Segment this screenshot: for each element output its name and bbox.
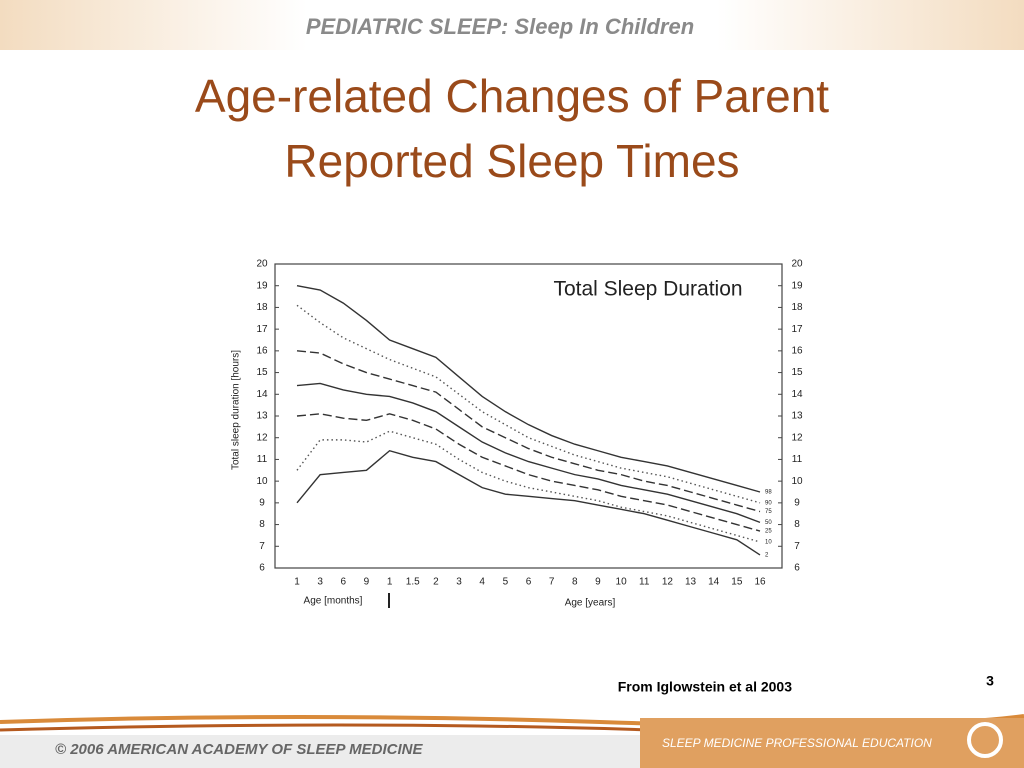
slide-title: Reported Sleep Times	[284, 135, 739, 187]
header-text: PEDIATRIC SLEEP: Sleep In Children	[306, 14, 694, 39]
y2-tick-label: 7	[794, 541, 800, 552]
x-tick-label: 15	[731, 577, 743, 588]
x-tick-label: 10	[616, 577, 628, 588]
x-tick-label: 14	[708, 577, 720, 588]
y-tick-label: 18	[256, 302, 268, 313]
y-tick-label: 19	[256, 280, 268, 291]
x-tick-label: 8	[572, 577, 578, 588]
footer-right: SLEEP MEDICINE PROFESSIONAL EDUCATION	[662, 736, 932, 750]
series-line	[296, 413, 761, 532]
logo	[967, 722, 1003, 758]
series-label: 10	[765, 540, 772, 546]
y-tick-label: 7	[259, 541, 265, 552]
y-tick-label: 13	[256, 411, 268, 422]
x-group-label: Age [years]	[565, 598, 616, 609]
x-tick-label: 3	[456, 577, 462, 588]
x-tick-label: 13	[685, 577, 697, 588]
slide-title: Age-related Changes of Parent	[195, 70, 829, 122]
x-tick-label: 5	[503, 577, 509, 588]
page-number: 3	[986, 673, 994, 689]
x-tick-label: 1.5	[406, 577, 420, 588]
x-tick-label: 1	[294, 577, 300, 588]
footer-left: © 2006 AMERICAN ACADEMY OF SLEEP MEDICIN…	[55, 741, 423, 758]
series-label: 2	[765, 553, 769, 559]
y2-tick-label: 13	[791, 411, 803, 422]
series-label: 25	[765, 529, 772, 535]
x-tick-label: 4	[479, 577, 485, 588]
y2-tick-label: 16	[791, 345, 803, 356]
y2-tick-label: 20	[791, 259, 803, 270]
x-tick-label: 6	[341, 577, 347, 588]
series-line	[296, 304, 761, 504]
series-line	[296, 382, 761, 524]
y2-tick-label: 18	[791, 302, 803, 313]
x-tick-label: 1	[387, 577, 393, 588]
y2-tick-label: 8	[794, 519, 800, 530]
y2-tick-label: 12	[791, 432, 803, 443]
series-label: 75	[765, 509, 772, 515]
series-line	[296, 430, 761, 543]
y2-tick-label: 19	[791, 280, 803, 291]
chart-title: Total Sleep Duration	[553, 278, 742, 301]
x-tick-label: 2	[433, 577, 439, 588]
series-line	[296, 350, 761, 513]
y-axis-label: Total sleep duration [hours]	[231, 350, 242, 470]
y-tick-label: 11	[257, 454, 268, 465]
x-tick-label: 12	[662, 577, 674, 588]
series-label: 90	[765, 500, 772, 506]
series-line	[296, 449, 761, 556]
x-tick-label: 7	[549, 577, 555, 588]
y2-tick-label: 10	[791, 476, 803, 487]
y-tick-label: 20	[256, 259, 268, 270]
series-label: 50	[765, 520, 772, 526]
y-tick-label: 14	[256, 389, 268, 400]
series-line	[296, 285, 761, 493]
x-tick-label: 16	[754, 577, 766, 588]
y-tick-label: 16	[256, 345, 268, 356]
header-band	[0, 0, 1024, 50]
y-tick-label: 10	[256, 476, 268, 487]
y2-tick-label: 9	[794, 497, 800, 508]
source: From Iglowstein et al 2003	[618, 679, 792, 695]
y2-tick-label: 11	[792, 454, 803, 465]
y-tick-label: 9	[259, 497, 265, 508]
x-tick-label: 9	[595, 577, 601, 588]
y2-tick-label: 17	[791, 324, 803, 335]
y2-tick-label: 14	[791, 389, 803, 400]
x-tick-label: 11	[639, 577, 650, 588]
x-tick-label: 6	[526, 577, 532, 588]
y-tick-label: 8	[259, 519, 265, 530]
y-tick-label: 17	[256, 324, 268, 335]
y-tick-label: 15	[256, 367, 268, 378]
x-tick-label: 9	[364, 577, 370, 588]
y-tick-label: 12	[256, 432, 268, 443]
series-label: 98	[765, 490, 772, 496]
x-group-label: Age [months]	[304, 596, 363, 607]
y2-tick-label: 6	[794, 563, 800, 574]
x-tick-label: 3	[317, 577, 323, 588]
y2-tick-label: 15	[791, 367, 803, 378]
y-tick-label: 6	[259, 563, 265, 574]
footer-accent	[640, 718, 1024, 768]
